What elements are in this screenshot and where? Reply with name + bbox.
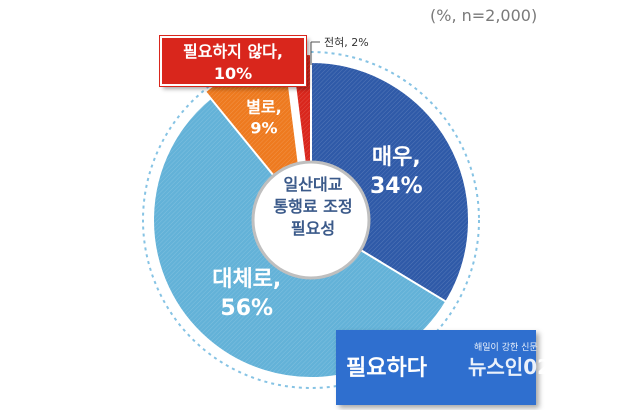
positive-callout-label: 필요하다 xyxy=(346,356,427,381)
watermark-tagline: Online to Offline xyxy=(550,382,573,406)
negative-callout-box: 필요하지 않다, 10% xyxy=(160,36,306,86)
center-title: 일산대교 통행료 조정 필요성 xyxy=(258,174,368,240)
negative-callout-value: 10% xyxy=(213,64,253,83)
slice-value-3: 9% xyxy=(250,118,277,137)
center-title-line-2: 통행료 조정 xyxy=(273,197,353,216)
negative-callout-label: 필요하지 않다, xyxy=(183,42,283,61)
slice-label-4: 전혀, 2% xyxy=(324,36,369,49)
slice-label-1: 매우, xyxy=(372,145,421,170)
slice-label-2: 대체로, xyxy=(212,267,281,292)
positive-callout-box: 필요하다 xyxy=(336,330,536,405)
watermark-slogan: 해일이 강한 신문 xyxy=(474,343,538,353)
center-title-line-3: 필요성 xyxy=(290,219,336,238)
newspaper-watermark: 해일이 강한 신문 뉴스인020 Online to Offline xyxy=(468,340,573,406)
watermark-brand: 뉴스인020 xyxy=(468,355,565,379)
pie-slice-labels: 매우, 34% 대체로, 56% 별로,9% 전혀, 2% xyxy=(212,36,422,321)
slice-value-1: 34% xyxy=(370,174,423,199)
center-title-line-1: 일산대교 xyxy=(283,175,343,194)
center-hole xyxy=(251,160,371,280)
unit-note: (%, n=2,000) xyxy=(430,6,538,25)
slice-label-3: 별로, xyxy=(246,98,282,117)
slice-value-2: 56% xyxy=(220,296,273,321)
